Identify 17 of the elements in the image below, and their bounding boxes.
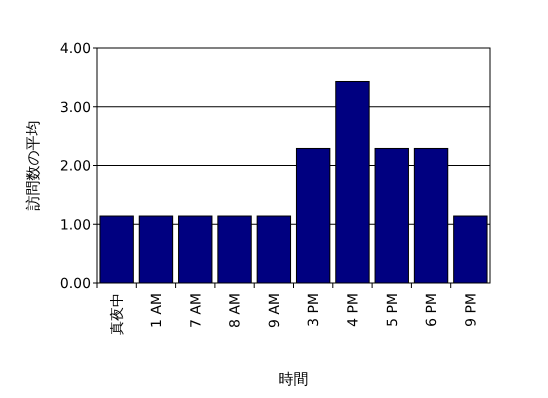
y-tick-label: 2.00 xyxy=(60,158,91,174)
x-tick-label: 3 PM xyxy=(306,293,322,327)
y-axis-title: 訪問数の平均 xyxy=(24,120,42,210)
x-tick-label: 9 PM xyxy=(463,293,480,327)
x-tick-label: 6 PM xyxy=(424,293,440,327)
x-tick-label: 1 AM xyxy=(148,293,165,328)
y-tick-label: 3.00 xyxy=(60,100,91,116)
x-tick-label: 真夜中 xyxy=(110,293,126,335)
x-tick-label: 7 AM xyxy=(188,293,204,328)
x-tick-label: 9 AM xyxy=(266,293,283,328)
x-tick-label: 5 PM xyxy=(384,293,401,327)
y-tick-label: 0.00 xyxy=(60,276,91,292)
x-tick-label: 4 PM xyxy=(345,293,362,327)
x-tick-label: 8 AM xyxy=(228,293,244,328)
y-tick-label: 1.00 xyxy=(60,217,91,234)
x-axis-title: 時間 xyxy=(278,370,308,388)
y-tick-label: 4.00 xyxy=(60,41,91,57)
